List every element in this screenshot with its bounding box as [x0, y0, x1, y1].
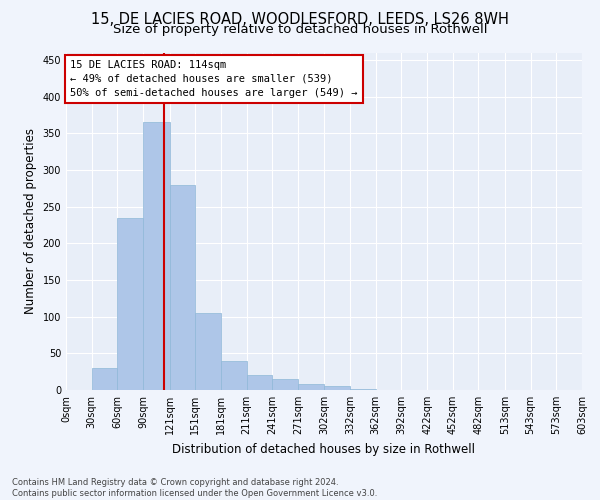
Bar: [195, 313, 221, 390]
Bar: [247, 376, 272, 390]
Text: 15 DE LACIES ROAD: 114sqm
← 49% of detached houses are smaller (539)
50% of semi: 15 DE LACIES ROAD: 114sqm ← 49% of detac…: [70, 60, 358, 98]
Bar: [221, 360, 247, 390]
X-axis label: Distribution of detached houses by size in Rothwell: Distribution of detached houses by size …: [173, 442, 476, 456]
Bar: [298, 384, 325, 390]
Text: Contains HM Land Registry data © Crown copyright and database right 2024.
Contai: Contains HM Land Registry data © Crown c…: [12, 478, 377, 498]
Bar: [92, 368, 118, 390]
Bar: [118, 218, 143, 390]
Bar: [325, 386, 350, 390]
Y-axis label: Number of detached properties: Number of detached properties: [24, 128, 37, 314]
Bar: [272, 379, 298, 390]
Text: 15, DE LACIES ROAD, WOODLESFORD, LEEDS, LS26 8WH: 15, DE LACIES ROAD, WOODLESFORD, LEEDS, …: [91, 12, 509, 28]
Text: Size of property relative to detached houses in Rothwell: Size of property relative to detached ho…: [113, 22, 487, 36]
Bar: [170, 184, 195, 390]
Bar: [143, 122, 170, 390]
